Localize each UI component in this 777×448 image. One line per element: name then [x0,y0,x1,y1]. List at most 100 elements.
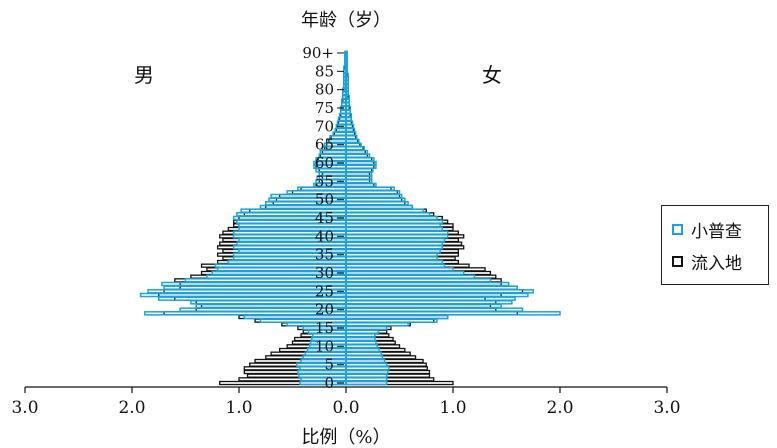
legend-label-census: 小普查 [691,221,742,242]
legend-label-inflow: 流入地 [691,253,742,274]
census-female-bar-age-60 [345,160,377,166]
census-female-bar-age-29 [345,274,476,279]
census-female-bar-age-61 [345,157,375,162]
y-tick-label: 90+ [302,44,334,62]
census-female-bar-age-53 [345,186,395,191]
chart-title: 年龄（岁） [301,10,391,31]
census-female-bar-age-16 [345,322,409,327]
census-female-bar-age-34 [345,256,438,261]
census-female-bar-age-5 [345,362,388,367]
x-tick-label: 2.0 [118,398,145,418]
census-female-bar-age-11 [345,340,377,345]
census-female-bar-age-66 [345,138,360,144]
x-tick-label: 3.0 [11,398,38,418]
census-female-bar-age-48 [345,204,414,210]
census-female-bar-age-23 [345,296,516,301]
y-tick-label: 20 [315,301,334,319]
census-female-bar-age-59 [345,164,377,169]
census-male-bar-age-68 [332,131,347,136]
census-female-bar-age-15 [345,325,388,331]
y-tick-label: 10 [315,337,334,355]
x-axis-ticks: 3.0 2.0 1.0 0.0 1.0 2.0 3.0 [11,387,681,418]
y-tick-label: 35 [315,246,334,264]
census-female-bar-age-39 [345,237,446,243]
census-female-bar-age-50 [345,197,406,202]
y-tick-label: 0 [324,374,334,392]
census-female-bar-age-22 [345,300,513,305]
census-female-bar-age-0 [345,380,388,386]
y-tick-label: 65 [315,136,334,154]
x-axis-label: 比例（%） [301,427,390,448]
census-female-bar-age-45 [345,215,438,221]
census-female-bar-age-6 [345,358,386,364]
y-tick-label: 25 [315,282,334,300]
census-female-bar-age-2 [345,373,388,378]
census-female-bar-age-25 [345,289,534,294]
census-female-bar-age-4 [345,366,390,371]
y-tick-label: 60 [315,154,334,172]
y-tick-label: 85 [315,62,334,80]
census-female-bar-age-64 [345,146,365,151]
census-female-bar-age-30 [345,270,465,276]
census-female-bar-age-42 [345,226,444,232]
census-male-bar-age-51 [270,193,347,199]
census-female-bar-age-37 [345,245,444,250]
census-female-bar-age-62 [345,153,371,158]
y-tick-label: 45 [315,209,334,227]
census-female-bar-age-40 [345,234,449,239]
census-female-bar-age-1 [345,377,388,382]
legend-item-census: 小普查 [672,217,742,242]
census-female-bar-age-26 [345,285,518,290]
census-male-bar-age-4 [299,366,347,371]
y-tick-label: 30 [315,264,334,282]
legend: 小普查 流入地 [661,205,769,285]
census-male-bar-age-2 [298,373,347,378]
census-female-bar-age-57 [345,171,373,177]
y-tick-label: 80 [315,81,334,99]
census-female-bar-age-54 [345,182,377,188]
census-female-bar-age-31 [345,267,454,272]
census-female-bar-age-36 [345,248,441,254]
census-female-bar-age-3 [345,369,389,375]
y-tick-label: 15 [315,319,334,337]
legend-swatch-inflow [672,255,683,267]
census-female-bar-age-27 [345,281,510,287]
x-tick-label: 0.0 [332,398,359,418]
female-label: 女 [482,63,502,87]
census-female-bar-age-28 [345,278,492,283]
census-female-bar-age-58 [345,168,374,173]
census-female-bar-age-52 [345,190,401,195]
census-female-bar-age-21 [345,303,502,309]
census-female-bar-age-7 [345,355,384,360]
census-female-bar-age-43 [345,223,441,228]
x-tick-label: 1.0 [225,398,252,418]
census-male-bar-age-3 [297,369,347,375]
census-female-bar-age-55 [345,179,373,184]
census-female-bar-age-47 [345,208,424,213]
census-female-bar-age-14 [345,329,379,334]
y-tick-label: 40 [315,227,334,245]
census-female-bar-age-65 [345,142,362,147]
census-female-bar-age-13 [345,333,376,338]
x-tick-label: 3.0 [653,398,680,418]
census-female-bar-age-51 [345,193,403,199]
census-male-bar-age-50 [268,197,347,202]
x-tick-label: 2.0 [546,398,573,418]
census-female-bar-age-8 [345,351,383,356]
census-female-bar-age-56 [345,175,373,180]
census-female-bar-age-18 [345,314,449,320]
y-tick-label: 50 [315,191,334,209]
census-female-bar-age-44 [345,219,444,224]
census-female-bar-age-32 [345,263,446,268]
census-series-bars [139,50,561,386]
census-female-bar-age-63 [345,149,369,155]
y-tick-label: 75 [315,99,334,117]
census-female-bar-age-41 [345,230,449,235]
male-label: 男 [134,63,154,87]
census-female-bar-age-33 [345,259,444,265]
census-female-bar-age-19 [345,311,561,316]
legend-item-inflow: 流入地 [672,249,742,274]
census-female-bar-age-49 [345,201,409,206]
